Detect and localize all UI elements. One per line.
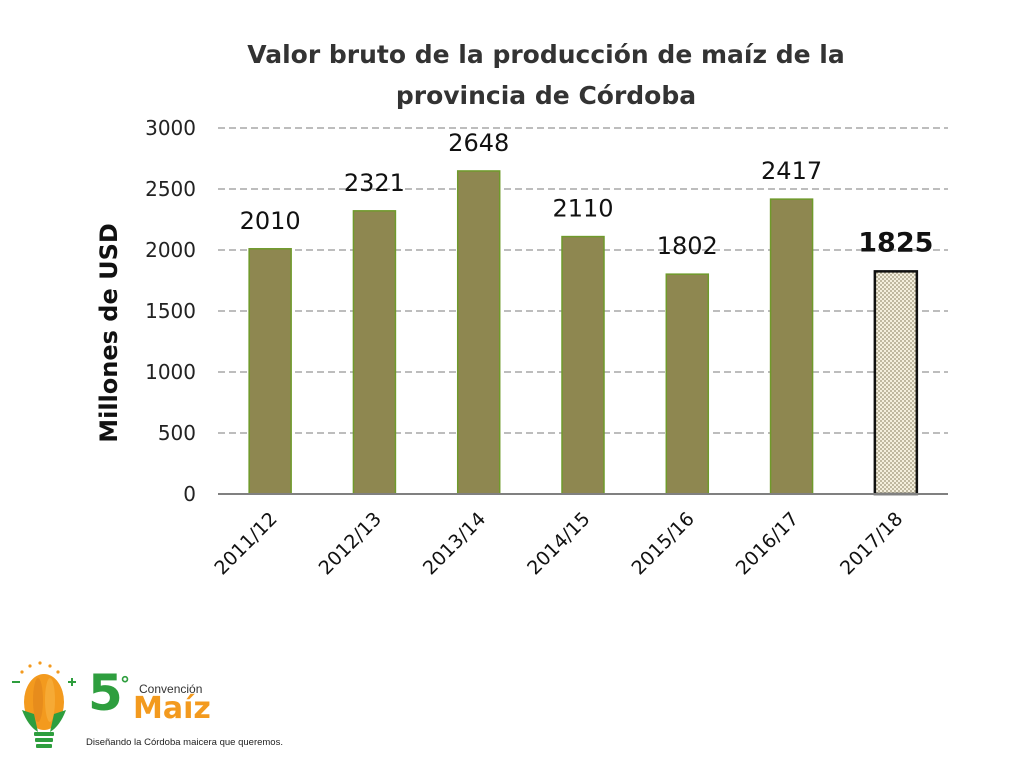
data-label: 1802 (657, 232, 718, 260)
data-labels: 2010 2321 2648 2110 1802 2417 1825 (240, 129, 934, 260)
y-tick-label: 2000 (145, 238, 196, 262)
bars (248, 170, 919, 496)
y-tick-label: 3000 (145, 116, 196, 140)
data-label: 2110 (552, 195, 613, 223)
bar-2016-17 (769, 198, 814, 495)
x-tick-label: 2015/16 (627, 508, 698, 579)
bar-2013-14 (456, 170, 501, 495)
x-tick-label: 2012/13 (315, 508, 386, 579)
y-tick-label: 500 (158, 421, 196, 445)
x-axis-ticks: 2011/12 2012/13 2013/14 2014/15 2015/16 2016/… (210, 508, 907, 579)
data-label: 2010 (240, 207, 301, 235)
x-tick-label: 2016/17 (732, 508, 803, 579)
logo-tagline: Diseñando la Córdoba maicera que queremo… (86, 737, 283, 748)
y-tick-label: 2500 (145, 177, 196, 201)
bar-2015-16 (665, 273, 710, 495)
data-label: 2648 (448, 129, 509, 157)
data-label: 2417 (761, 157, 822, 185)
logo-number: 5 (88, 664, 123, 722)
y-axis-ticks: 0 500 1000 1500 2000 2500 3000 (145, 116, 196, 506)
convencion-maiz-logo: 5 ° Convención Maíz Diseñando la Córdoba… (8, 660, 308, 760)
y-tick-label: 0 (183, 482, 196, 506)
logo-label-small: Convención (139, 682, 203, 696)
data-label: 1825 (858, 227, 933, 258)
bar-2011-12 (248, 248, 292, 495)
x-tick-label: 2011/12 (210, 508, 281, 579)
data-label: 2321 (344, 169, 405, 197)
bar-chart: Valor bruto de la producción de maíz de … (95, 40, 948, 579)
bar-2014-15 (561, 235, 605, 495)
y-axis-label: Millones de USD (95, 223, 123, 443)
x-tick-label: 2014/15 (523, 508, 594, 579)
bar-2017-18 (873, 270, 919, 496)
y-tick-label: 1000 (145, 360, 196, 384)
chart-title-line-2: provincia de Córdoba (396, 81, 696, 110)
y-tick-label: 1500 (145, 299, 196, 323)
x-tick-label: 2013/14 (419, 508, 490, 579)
corn-bulb-icon (12, 661, 76, 748)
bar-2012-13 (352, 210, 397, 495)
chart-title-line-1: Valor bruto de la producción de maíz de … (247, 40, 844, 69)
x-tick-label: 2017/18 (836, 508, 907, 579)
logo-degree: ° (120, 672, 130, 696)
logo-label-big: Maíz (133, 691, 211, 726)
